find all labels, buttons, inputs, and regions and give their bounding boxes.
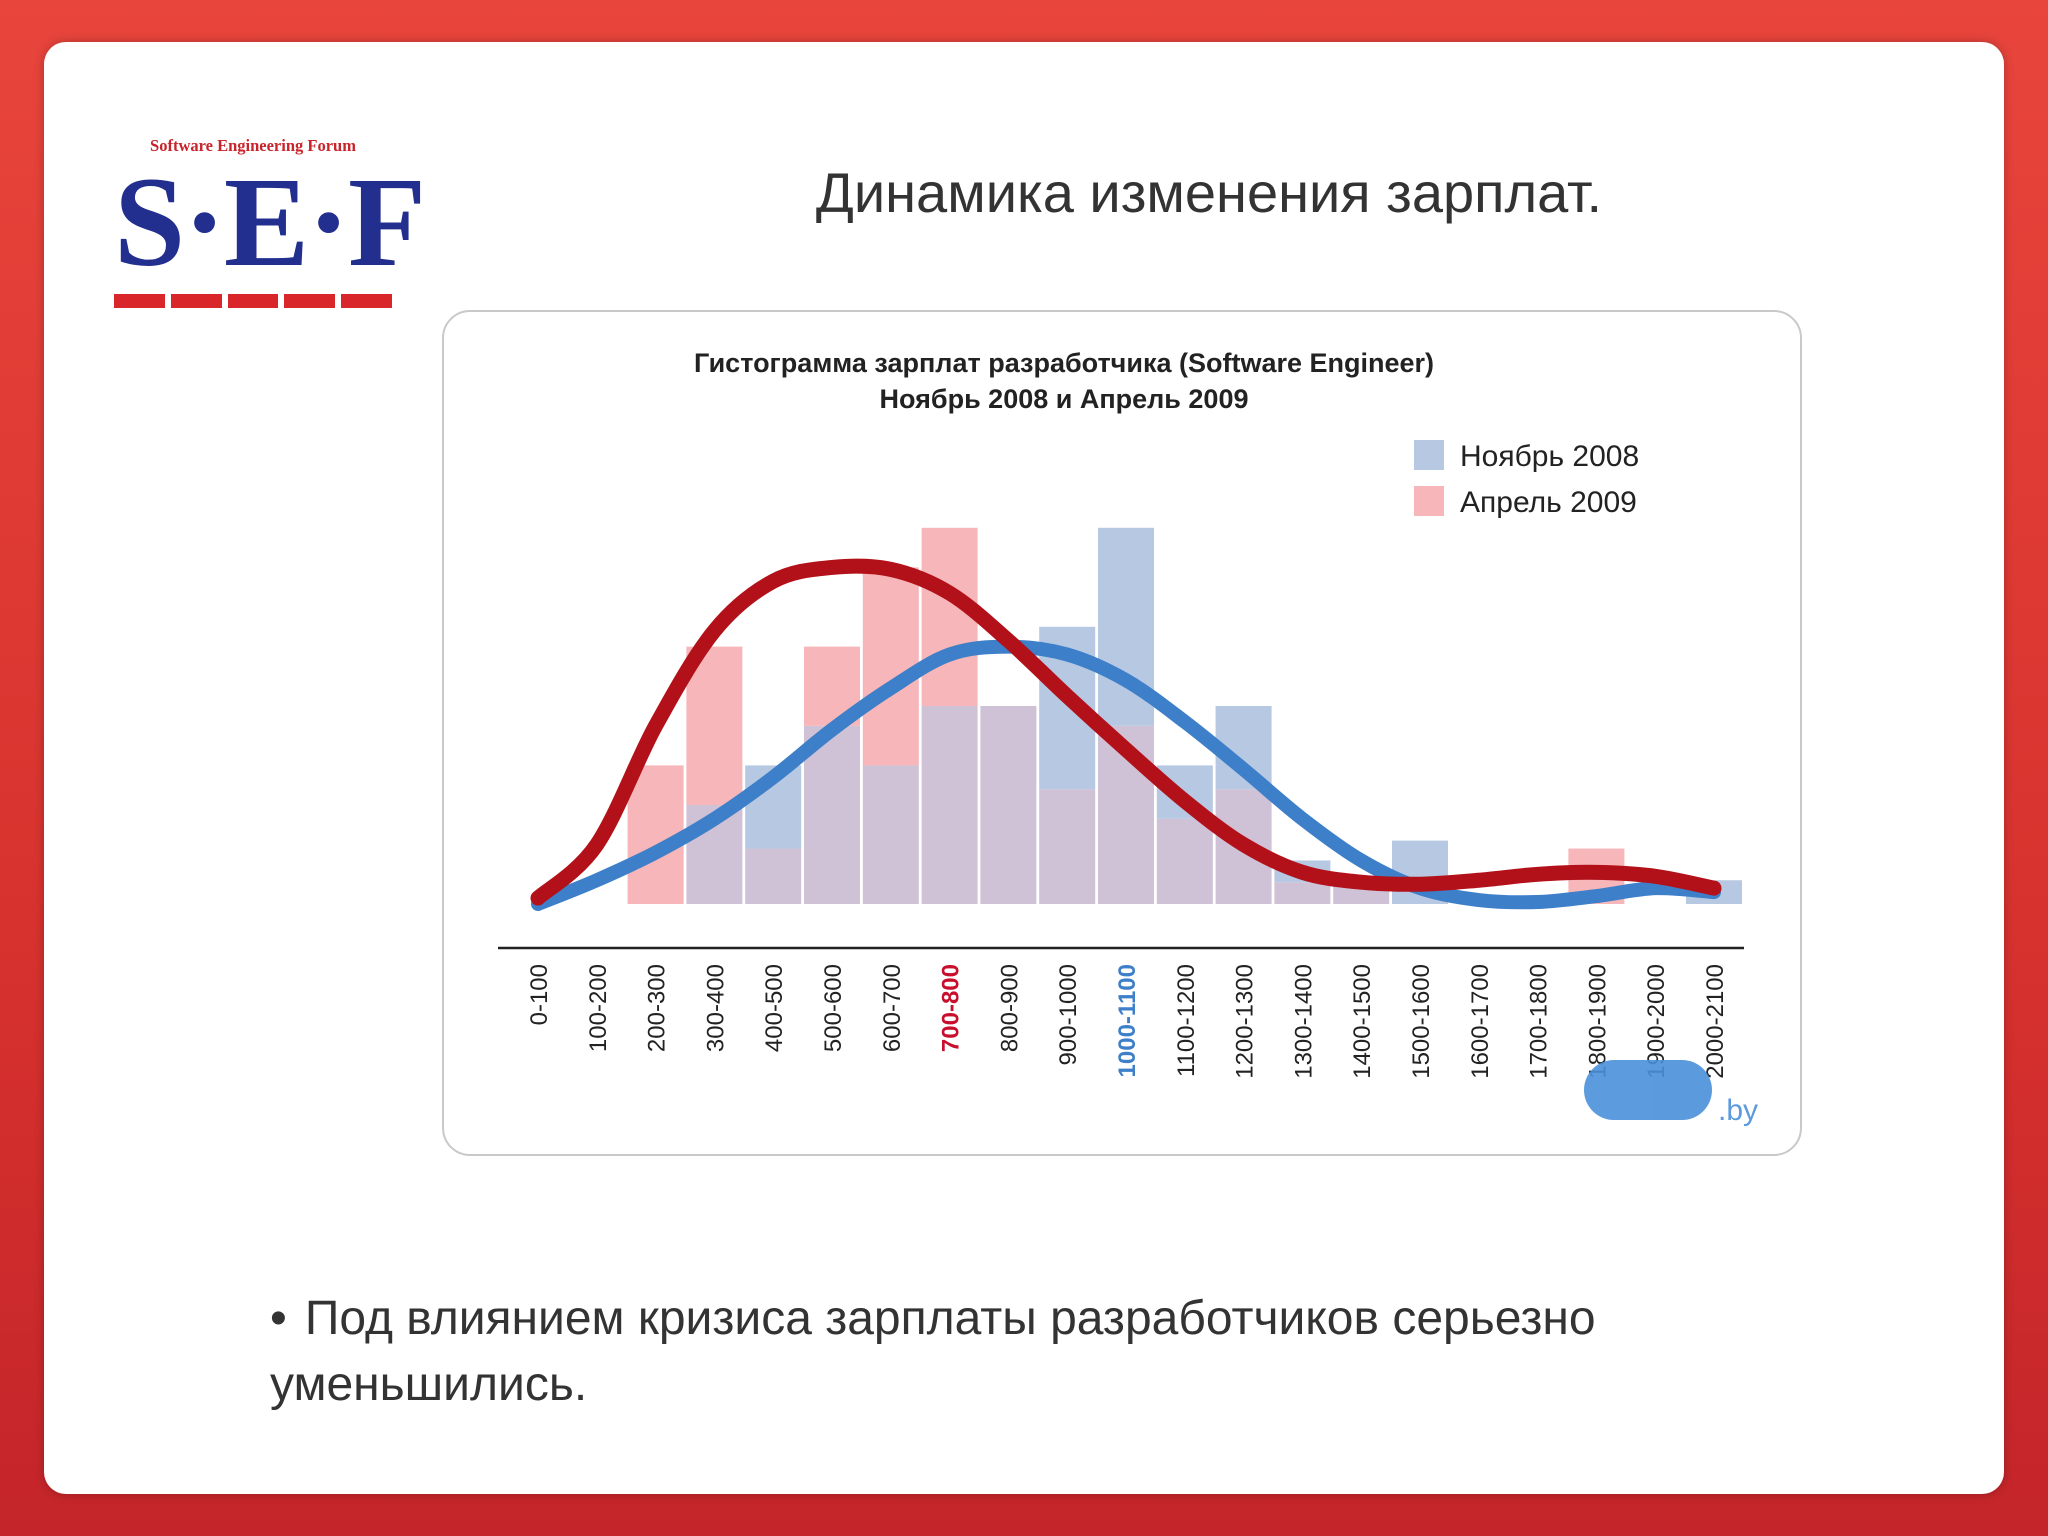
trend-line-nov-2008 <box>531 639 1721 911</box>
tick-label-400-500: 400-500 <box>761 964 788 1052</box>
logo-bars <box>114 294 392 308</box>
tick-label-1000-1100: 1000-1100 <box>1114 964 1141 1077</box>
bar-overlap-600-700 <box>862 765 919 904</box>
salary-histogram-chart: 0-100 100-200 200-300 300-400 400-500 500-600… <box>498 348 1758 1127</box>
chart-legend: Ноябрь 2008 Апрель 2009 <box>1414 440 1639 519</box>
tick-label-1400-1500: 1400-1500 <box>1349 964 1376 1079</box>
legend-label-nov-2008: Ноябрь 2008 <box>1460 440 1639 473</box>
tick-label-200-300: 200-300 <box>644 964 671 1052</box>
tick-label-800-900: 800-900 <box>996 964 1023 1052</box>
legend-swatch-nov-2008 <box>1414 440 1444 470</box>
bar-overlap-900-1000 <box>1039 789 1096 904</box>
bar-overlap-400-500 <box>745 848 802 904</box>
tick-label-900-1000: 900-1000 <box>1055 964 1082 1065</box>
tick-label-1300-1400: 1300-1400 <box>1290 964 1317 1079</box>
chart-bars <box>627 527 1742 904</box>
bar-apr-2009-600-700 <box>862 567 919 766</box>
bar-apr-2009-300-400 <box>686 646 743 805</box>
tick-label-1500-1600: 1500-1600 <box>1408 964 1435 1079</box>
chart-subtitle: Ноябрь 2008 и Апрель 2009 <box>880 384 1249 414</box>
logo-mark: S·E·F <box>114 151 426 293</box>
tick-label-1100-1200: 1100-1200 <box>1173 964 1200 1077</box>
slide: Software Engineering Forum S·E·F Динамик… <box>44 42 2004 1494</box>
slide-title: Динамика изменения зарплат. <box>815 161 1603 224</box>
bar-overlap-1300-1400 <box>1274 882 1331 904</box>
tick-label-500-600: 500-600 <box>820 964 847 1052</box>
tick-label-300-400: 300-400 <box>702 964 729 1052</box>
bullet-point: • Под влиянием кризиса зарплаты разработч… <box>270 1286 1790 1418</box>
dev-by-watermark: .by <box>1584 1060 1758 1127</box>
bullet-text: Под влиянием кризиса зарплаты разработчи… <box>270 1292 1596 1411</box>
tick-label-1800-1900: 1800-1900 <box>1584 964 1611 1079</box>
bar-apr-2009-700-800 <box>921 527 978 706</box>
tick-label-100-200: 100-200 <box>585 964 612 1052</box>
chart-title: Гистограмма зарплат разработчика (Softwa… <box>694 348 1434 378</box>
legend-label-apr-2009: Апрель 2009 <box>1460 486 1637 519</box>
trend-line-apr-2009 <box>530 558 1722 906</box>
bar-overlap-500-600 <box>804 725 860 904</box>
bar-overlap-700-800 <box>921 706 978 904</box>
x-tick-labels: 0-100 100-200 200-300 300-400 400-500 500-600… <box>526 964 1729 1079</box>
tick-label-1600-1700: 1600-1700 <box>1467 964 1494 1079</box>
logo-caption: Software Engineering Forum <box>150 136 356 155</box>
watermark-text: .by <box>1718 1094 1758 1127</box>
chart-card: 0-100 100-200 200-300 300-400 400-500 500-600… <box>442 310 1802 1156</box>
legend-swatch-apr-2009 <box>1414 486 1444 516</box>
tick-label-2000-2100: 2000-2100 <box>1702 964 1729 1079</box>
tick-label-1200-1300: 1200-1300 <box>1232 964 1259 1079</box>
bar-overlap-800-900 <box>980 706 1037 904</box>
tick-label-600-700: 600-700 <box>879 964 906 1052</box>
sef-logo: Software Engineering Forum S·E·F <box>114 136 426 316</box>
bar-overlap-1100-1200 <box>1156 818 1213 904</box>
bullet-dot: • <box>270 1292 287 1345</box>
tick-label-0-100: 0-100 <box>526 964 553 1025</box>
tick-label-1700-1800: 1700-1800 <box>1526 964 1553 1079</box>
chart-trend-lines <box>530 558 1722 911</box>
tick-label-700-800: 700-800 <box>938 964 965 1052</box>
tick-label-1900-2000: 1900-2000 <box>1643 964 1670 1079</box>
